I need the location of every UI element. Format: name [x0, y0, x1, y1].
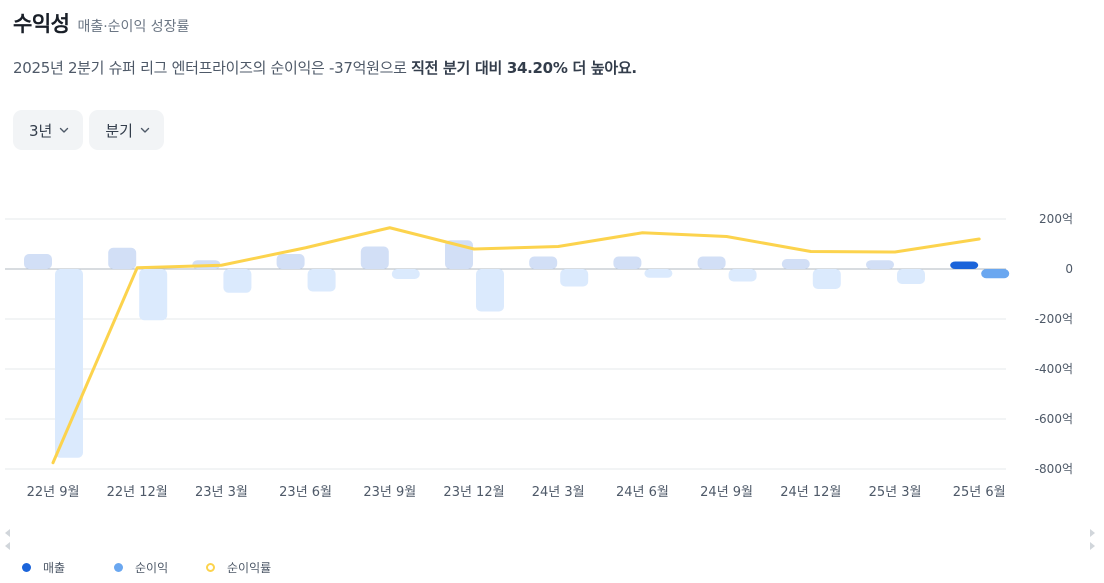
y-axis-ticks: 200억 0 -200억 -400억 -600억 -800억 — [1035, 212, 1073, 476]
x-tick-label: 23년 3월 — [195, 485, 248, 500]
scroll-left-icon[interactable] — [5, 529, 10, 537]
scroll-right-icon[interactable] — [1090, 542, 1095, 550]
period-range-dropdown[interactable]: 3년 — [13, 110, 84, 150]
net-income-bar — [981, 269, 1010, 279]
interval-label: 분기 — [105, 121, 133, 140]
legend-item-net-margin[interactable]: 순이익률 — [206, 559, 298, 576]
y-tick-label: -200억 — [1035, 312, 1073, 326]
x-tick-label: 23년 6월 — [279, 485, 332, 500]
legend-label: 매출 — [43, 561, 66, 575]
summary-text: 2025년 2분기 슈퍼 리그 엔터프라이즈의 순이익은 -37억원으로 직전 … — [13, 57, 637, 78]
revenue-bar — [24, 254, 52, 269]
filter-bar: 3년 분기 — [13, 110, 164, 150]
x-tick-label: 22년 12월 — [107, 485, 168, 500]
x-axis-ticks: 22년 9월 22년 12월 23년 3월 23년 6월 23년 9월 23년 12월 24… — [27, 485, 1006, 500]
x-tick-label: 24년 9월 — [700, 485, 753, 500]
section-header: 수익성 매출·순이익 성장률 — [13, 8, 189, 38]
interval-dropdown[interactable]: 분기 — [89, 110, 164, 150]
revenue-bar — [529, 256, 558, 269]
legend-item-net-income[interactable]: 순이익 — [114, 559, 206, 576]
y-tick-label: 200억 — [1039, 212, 1073, 226]
x-tick-label: 25년 3월 — [869, 485, 922, 500]
period-range-label: 3년 — [29, 121, 53, 140]
y-tick-label: -400억 — [1035, 362, 1073, 376]
x-tick-label: 25년 6월 — [953, 485, 1006, 500]
revenue-bar — [360, 246, 389, 269]
net-margin-ring-icon — [206, 563, 215, 572]
revenue-bar — [613, 256, 642, 269]
margin-line-series — [51, 226, 981, 465]
grid-lines — [5, 218, 1006, 470]
summary-highlight: 직전 분기 대비 34.20% 더 높아요. — [411, 59, 637, 77]
legend-label: 순이익률 — [227, 561, 272, 575]
section-subtitle: 매출·순이익 성장률 — [77, 19, 190, 35]
revenue-bar — [108, 247, 137, 269]
revenue-bar — [781, 259, 810, 269]
y-tick-label: 0 — [1065, 262, 1073, 276]
y-tick-label: -800억 — [1035, 462, 1073, 476]
revenue-dot-icon — [22, 563, 31, 572]
net-income-bar — [728, 269, 757, 282]
chevron-down-icon — [60, 127, 69, 133]
scroll-left-icon[interactable] — [5, 542, 10, 550]
revenue-bar — [276, 254, 305, 269]
net-income-bar — [644, 269, 673, 278]
x-tick-label: 24년 3월 — [532, 485, 585, 500]
x-tick-label: 23년 9월 — [363, 485, 416, 500]
section-title: 수익성 — [13, 12, 70, 36]
revenue-bar — [697, 256, 726, 269]
revenue-bar — [866, 260, 894, 269]
summary-prefix: 2025년 2분기 슈퍼 리그 엔터프라이즈의 순이익은 -37억원으로 — [13, 59, 412, 77]
net-income-bar — [391, 269, 420, 279]
legend-item-revenue[interactable]: 매출 — [22, 559, 114, 576]
x-tick-label: 23년 12월 — [443, 485, 504, 500]
x-tick-label: 24년 6월 — [616, 485, 669, 500]
net-income-bar — [812, 269, 841, 289]
bar-series — [24, 240, 1010, 458]
net-income-bar — [223, 269, 252, 293]
x-tick-label: 22년 9월 — [27, 485, 80, 500]
net-income-bar — [476, 269, 504, 312]
net-income-bar — [139, 269, 168, 321]
scroll-right-icon[interactable] — [1090, 529, 1095, 537]
net-margin-line — [51, 226, 981, 465]
chart-legend: 매출 순이익 순이익률 — [22, 559, 298, 576]
legend-label: 순이익 — [135, 561, 169, 575]
y-tick-label: -600억 — [1035, 412, 1073, 426]
net-income-bar — [560, 269, 589, 287]
x-tick-label: 24년 12월 — [780, 485, 841, 500]
revenue-bar — [950, 261, 979, 269]
net-income-dot-icon — [114, 563, 123, 572]
net-income-bar — [897, 269, 925, 284]
chevron-down-icon — [140, 127, 150, 133]
net-income-bar — [307, 269, 336, 292]
